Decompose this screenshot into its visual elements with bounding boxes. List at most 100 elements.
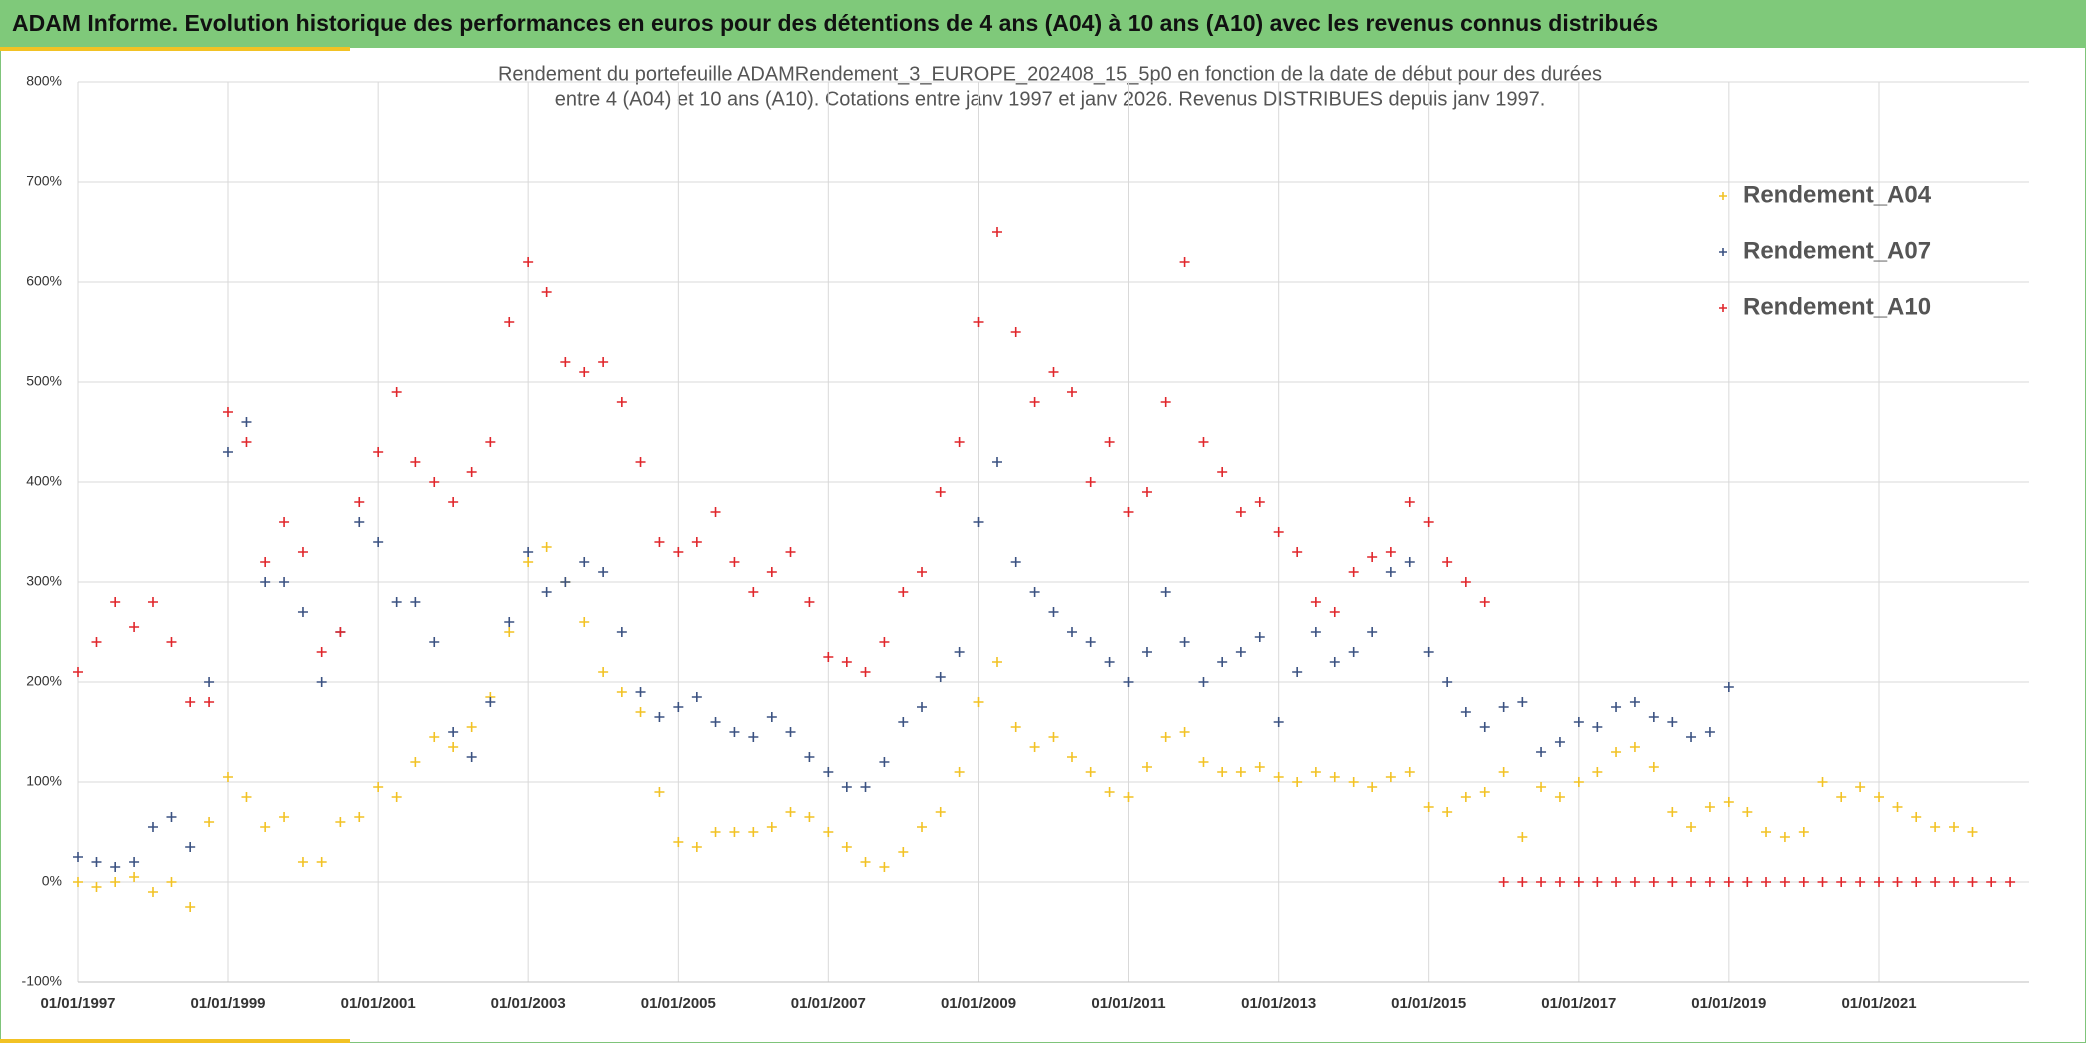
data-point: [410, 757, 421, 767]
data-point: [1967, 827, 1978, 837]
data-point: [710, 717, 721, 727]
data-point: [1611, 747, 1622, 757]
data-point: [504, 627, 515, 637]
data-point: [785, 547, 796, 557]
data-point: [466, 752, 477, 762]
data-point: [1423, 802, 1434, 812]
data-point: [1498, 767, 1509, 777]
data-point: [691, 537, 702, 547]
data-point: [185, 842, 196, 852]
data-point: [1629, 742, 1640, 752]
data-point: [1217, 657, 1228, 667]
data-point: [1836, 792, 1847, 802]
legend-label: Rendement_A04: [1743, 181, 1932, 208]
data-point: [1536, 782, 1547, 792]
x-tick-label: 01/01/1999: [190, 995, 265, 1012]
data-point: [598, 667, 609, 677]
data-point: [541, 287, 552, 297]
data-point: [879, 637, 890, 647]
data-point: [1723, 682, 1734, 692]
data-point: [823, 767, 834, 777]
data-point: [485, 697, 496, 707]
data-point: [1198, 677, 1209, 687]
data-point: [1029, 742, 1040, 752]
data-point: [354, 812, 365, 822]
data-point: [1498, 877, 1509, 887]
x-tick-label: 01/01/2013: [1241, 995, 1316, 1012]
data-point: [635, 687, 646, 697]
data-point: [898, 717, 909, 727]
data-point: [429, 477, 440, 487]
data-point: [917, 567, 928, 577]
data-point: [1198, 757, 1209, 767]
data-point: [860, 782, 871, 792]
data-point: [729, 727, 740, 737]
data-point: [91, 857, 102, 867]
data-point: [1123, 677, 1134, 687]
data-point: [766, 712, 777, 722]
data-point: [1667, 717, 1678, 727]
data-point: [691, 692, 702, 702]
data-point: [1423, 517, 1434, 527]
x-tick-label: 01/01/2017: [1541, 995, 1616, 1012]
data-point: [598, 567, 609, 577]
data-point: [1479, 722, 1490, 732]
data-point: [804, 752, 815, 762]
data-point: [1629, 877, 1640, 887]
data-point: [260, 557, 271, 567]
data-point: [1892, 877, 1903, 887]
data-point: [73, 667, 83, 677]
data-point: [485, 437, 496, 447]
data-point: [1573, 717, 1584, 727]
data-point: [598, 357, 609, 367]
data-point: [1479, 787, 1490, 797]
data-point: [1798, 877, 1809, 887]
data-point: [1048, 607, 1059, 617]
data-point: [1949, 877, 1960, 887]
data-point: [710, 507, 721, 517]
data-point: [1629, 697, 1640, 707]
data-point: [973, 517, 984, 527]
data-point: [1423, 647, 1434, 657]
data-point: [1198, 437, 1209, 447]
data-point: [1310, 767, 1321, 777]
data-point: [973, 317, 984, 327]
data-point: [654, 787, 665, 797]
data-point: [1911, 812, 1922, 822]
data-point: [316, 677, 327, 687]
data-point: [297, 547, 308, 557]
data-point: [1273, 772, 1284, 782]
x-tick-label: 01/01/2001: [341, 995, 416, 1012]
data-point: [579, 617, 590, 627]
data-point: [860, 667, 871, 677]
accent-top: [0, 47, 350, 51]
data-point: [1104, 437, 1115, 447]
legend-marker: [1719, 248, 1727, 256]
data-point: [1029, 587, 1040, 597]
data-point: [635, 707, 646, 717]
data-point: [616, 397, 627, 407]
data-point: [1385, 547, 1396, 557]
data-point: [1761, 877, 1772, 887]
data-point: [1235, 767, 1246, 777]
data-point: [710, 827, 721, 837]
x-tick-label: 01/01/2015: [1391, 995, 1466, 1012]
data-point: [1235, 647, 1246, 657]
data-point: [91, 882, 102, 892]
data-point: [1667, 877, 1678, 887]
data-point: [129, 857, 140, 867]
data-point: [1742, 877, 1753, 887]
data-point: [1798, 827, 1809, 837]
data-point: [879, 862, 890, 872]
data-point: [954, 767, 965, 777]
data-point: [73, 852, 83, 862]
data-point: [297, 607, 308, 617]
data-point: [804, 597, 815, 607]
data-point: [560, 357, 571, 367]
x-tick-label: 01/01/2011: [1091, 995, 1165, 1012]
data-point: [466, 722, 477, 732]
data-point: [523, 557, 534, 567]
data-point: [1085, 477, 1096, 487]
data-point: [1254, 762, 1265, 772]
